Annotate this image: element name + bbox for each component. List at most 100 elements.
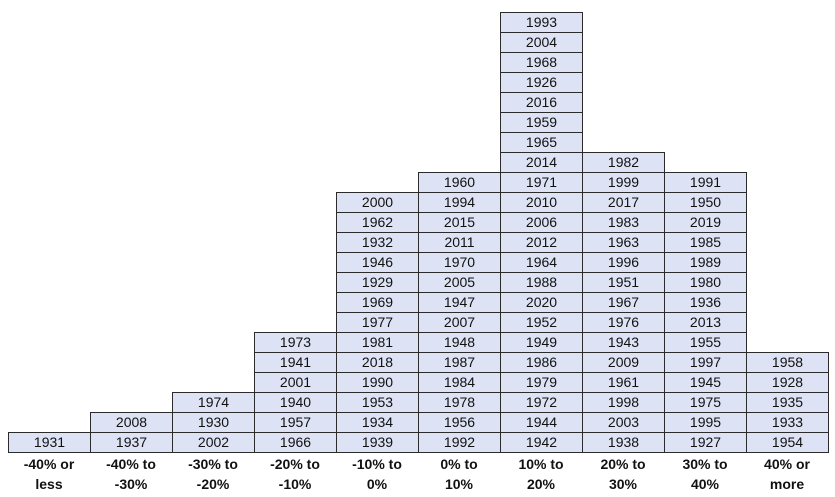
year-cell: 2014 <box>500 152 583 173</box>
category-label: -30% to -20% <box>172 454 254 494</box>
year-cell: 1946 <box>336 252 419 273</box>
year-cell: 1958 <box>746 352 829 373</box>
year-cell: 2011 <box>418 232 501 253</box>
year-cell: 1962 <box>336 212 419 233</box>
year-cell: 2010 <box>500 192 583 213</box>
year-cell: 1939 <box>336 432 419 453</box>
category-label-line: 0% <box>366 476 388 492</box>
year-cell: 1995 <box>664 412 747 433</box>
category-label: 20% to 30% <box>582 454 664 494</box>
year-cell: 1998 <box>582 392 665 413</box>
category-label-line: -10% to <box>352 456 402 472</box>
year-cell: 2006 <box>500 212 583 233</box>
year-cell: 1940 <box>254 392 337 413</box>
year-cell: 1941 <box>254 352 337 373</box>
year-cell: 1945 <box>664 372 747 393</box>
year-cell: 1996 <box>582 252 665 273</box>
year-cell: 1983 <box>582 212 665 233</box>
year-cell: 2004 <box>500 32 583 53</box>
year-cell: 2003 <box>582 412 665 433</box>
year-cell: 1964 <box>500 252 583 273</box>
year-cell: 1930 <box>172 412 255 433</box>
year-cell: 2002 <box>172 432 255 453</box>
year-cell: 1992 <box>418 432 501 453</box>
year-cell: 1965 <box>500 132 583 153</box>
year-cell: 1987 <box>418 352 501 373</box>
year-cell: 1988 <box>500 272 583 293</box>
year-cell: 1929 <box>336 272 419 293</box>
category-label: 0% to 10% <box>418 454 500 494</box>
year-cell: 2019 <box>664 212 747 233</box>
year-cell: 1994 <box>418 192 501 213</box>
category-label-line: 30% <box>608 476 638 492</box>
year-cell: 1959 <box>500 112 583 133</box>
year-cell: 2013 <box>664 312 747 333</box>
category-label-line: more <box>769 476 805 492</box>
year-cell: 1968 <box>500 52 583 73</box>
year-cell: 1952 <box>500 312 583 333</box>
year-cell: 1980 <box>664 272 747 293</box>
year-cell: 1985 <box>664 232 747 253</box>
year-cell: 2007 <box>418 312 501 333</box>
year-cell: 1954 <box>746 432 829 453</box>
year-cell: 2012 <box>500 232 583 253</box>
year-cell: 1976 <box>582 312 665 333</box>
year-cell: 1967 <box>582 292 665 313</box>
year-cell: 1942 <box>500 432 583 453</box>
year-cell: 1984 <box>418 372 501 393</box>
category-label-line: -40% or <box>23 456 75 472</box>
category-label: -40% to -30% <box>90 454 172 494</box>
year-cell: 1953 <box>336 392 419 413</box>
year-cell: 1928 <box>746 372 829 393</box>
category-label-line: 40% or <box>764 456 810 472</box>
year-cell: 2000 <box>336 192 419 213</box>
category-label: 30% to 40% <box>664 454 746 494</box>
category-label-line: -20% to <box>270 456 320 472</box>
year-cell: 1978 <box>418 392 501 413</box>
category-label: -40% or less <box>8 454 90 494</box>
year-cell: 1936 <box>664 292 747 313</box>
year-cell: 1961 <box>582 372 665 393</box>
year-cell: 1948 <box>418 332 501 353</box>
year-cell: 1951 <box>582 272 665 293</box>
year-cell: 2018 <box>336 352 419 373</box>
year-cell: 1926 <box>500 72 583 93</box>
category-label-line: 20% to <box>600 456 646 472</box>
category-label-line: -30% to <box>188 456 238 472</box>
year-cell: 1935 <box>746 392 829 413</box>
category-label-line: -20% <box>196 476 230 492</box>
year-cell: 1931 <box>8 432 91 453</box>
category-label-line: less <box>35 476 63 492</box>
year-cell: 2008 <box>90 412 173 433</box>
category-label-line: -40% to <box>106 456 156 472</box>
year-cell: 1937 <box>90 432 173 453</box>
year-cell: 2015 <box>418 212 501 233</box>
year-cell: 1956 <box>418 412 501 433</box>
year-cell: 1971 <box>500 172 583 193</box>
year-cell: 1934 <box>336 412 419 433</box>
year-cell: 1999 <box>582 172 665 193</box>
year-cell: 1943 <box>582 332 665 353</box>
year-cell: 1972 <box>500 392 583 413</box>
year-cell: 1932 <box>336 232 419 253</box>
category-label-line: 20% <box>526 476 556 492</box>
year-cell: 1933 <box>746 412 829 433</box>
year-cell: 1938 <box>582 432 665 453</box>
year-cell: 1974 <box>172 392 255 413</box>
year-cell: 2001 <box>254 372 337 393</box>
year-cell: 1991 <box>664 172 747 193</box>
year-cell: 1944 <box>500 412 583 433</box>
year-cell: 1969 <box>336 292 419 313</box>
year-cell: 1949 <box>500 332 583 353</box>
year-cell: 1977 <box>336 312 419 333</box>
year-cell: 1989 <box>664 252 747 273</box>
category-label: 40% or more <box>746 454 828 494</box>
year-cell: 1997 <box>664 352 747 373</box>
year-cell: 1982 <box>582 152 665 173</box>
year-cell: 1927 <box>664 432 747 453</box>
category-label-line: 10% to <box>518 456 564 472</box>
year-cell: 1979 <box>500 372 583 393</box>
category-label-line: -10% <box>278 476 312 492</box>
category-label: 10% to 20% <box>500 454 582 494</box>
year-cell: 1950 <box>664 192 747 213</box>
